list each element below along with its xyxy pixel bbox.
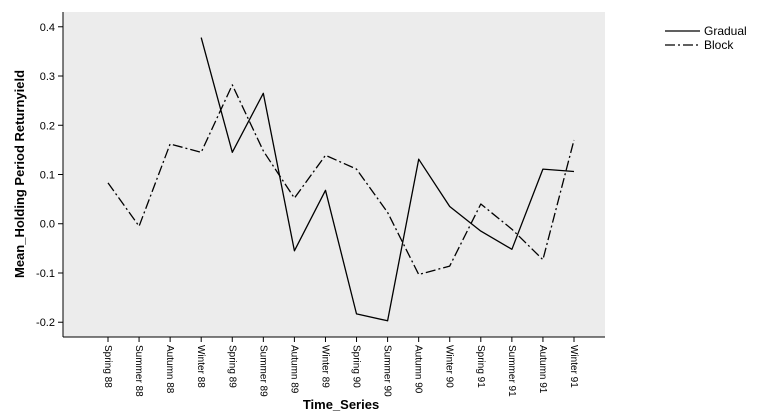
x-tick-label: Summer 89 (257, 345, 268, 397)
legend: Gradual Block (665, 24, 747, 52)
x-tick-label: Autumn 89 (288, 345, 299, 394)
x-tick-label: Spring 89 (226, 345, 237, 388)
x-tick-label: Spring 91 (475, 345, 486, 388)
x-tick-label: Winter 89 (319, 345, 330, 388)
y-tick-label: 0.2 (40, 120, 55, 132)
y-tick-label: 0.1 (40, 170, 55, 182)
legend-label-gradual: Gradual (704, 24, 747, 38)
y-tick-label: 0.0 (40, 219, 55, 231)
x-tick-label: Spring 88 (102, 345, 113, 388)
x-tick-label: Autumn 91 (537, 345, 548, 394)
x-tick-label: Winter 90 (444, 345, 455, 388)
x-tick-label: Spring 90 (351, 345, 362, 388)
y-tick-label: 0.3 (40, 71, 55, 83)
x-axis: Spring 88 Summer 88 Autumn 88 Winter 88 Spri… (102, 337, 579, 397)
x-tick-label: Winter 88 (195, 345, 206, 388)
y-axis-title: Mean_Holding Period Returnyield (12, 70, 27, 278)
series-line-gradual (200, 37, 575, 322)
plot-background (63, 12, 605, 337)
y-tick-label: -0.1 (36, 268, 55, 280)
x-tick-label: Autumn 90 (413, 345, 424, 394)
legend-label-block: Block (704, 38, 734, 52)
x-tick-label: Summer 91 (506, 345, 517, 397)
series-line-block (107, 84, 575, 276)
x-axis-title: Time_Series (303, 397, 379, 412)
x-tick-label: Autumn 88 (164, 345, 175, 394)
x-tick-label: Winter 91 (568, 345, 579, 388)
y-axis: -0.2 -0.1 0.0 0.1 0.2 0.3 0.4 (36, 22, 63, 329)
y-tick-label: -0.2 (36, 317, 55, 329)
x-tick-label: Summer 90 (382, 345, 393, 397)
series-layer (107, 37, 575, 322)
x-tick-label: Summer 88 (133, 345, 144, 397)
y-tick-label: 0.4 (40, 22, 55, 34)
